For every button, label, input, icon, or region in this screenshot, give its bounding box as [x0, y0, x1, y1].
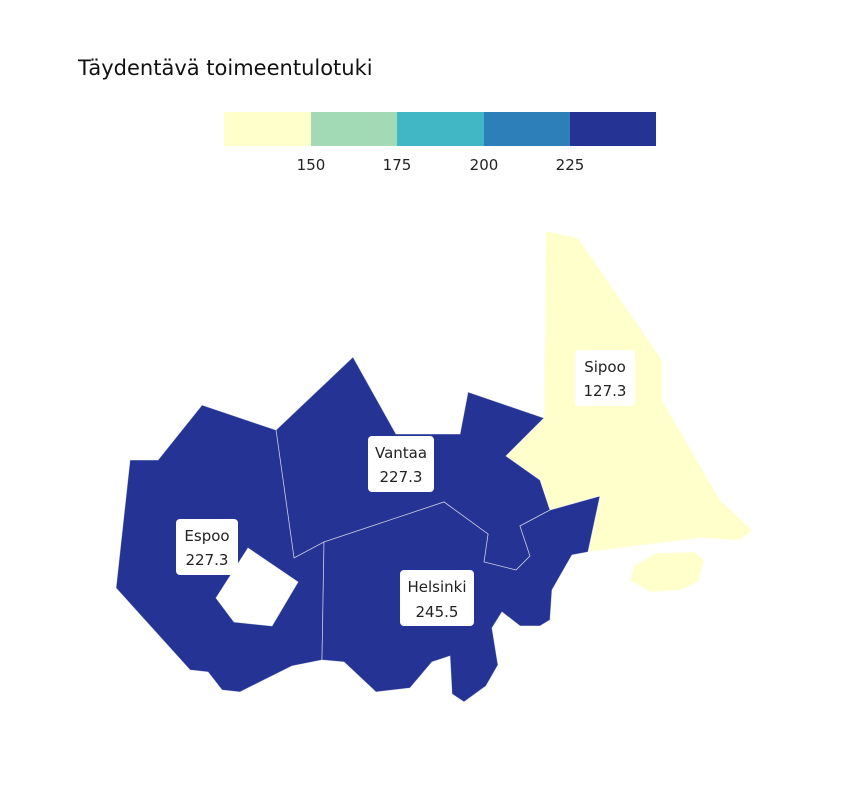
- region-name: Sipoo: [584, 358, 626, 376]
- region-value: 227.3: [186, 551, 229, 569]
- legend-swatch-5: [570, 112, 656, 146]
- legend-tick: 200: [470, 156, 499, 174]
- label-sipoo: Sipoo 127.3: [575, 350, 635, 406]
- region-value: 127.3: [584, 382, 627, 400]
- region-shape-sipoo-island[interactable]: [629, 551, 705, 593]
- legend-swatch-4: [484, 112, 570, 146]
- region-name: Espoo: [184, 527, 229, 545]
- region-name: Helsinki: [407, 578, 466, 596]
- label-vantaa: Vantaa 227.3: [368, 436, 434, 492]
- legend-tick: 150: [297, 156, 326, 174]
- region-value: 227.3: [380, 468, 423, 486]
- region-value: 245.5: [416, 603, 459, 621]
- legend-tick: 225: [556, 156, 585, 174]
- region-name: Vantaa: [375, 444, 427, 462]
- legend-swatch-2: [311, 112, 397, 146]
- legend-tick: 175: [383, 156, 412, 174]
- legend: 150 175 200 225: [224, 112, 656, 174]
- map-title: Täydentävä toimeentulotuki: [78, 56, 373, 80]
- label-helsinki: Helsinki 245.5: [400, 570, 474, 626]
- label-espoo: Espoo 227.3: [176, 519, 238, 575]
- legend-swatch-1: [224, 112, 311, 146]
- legend-swatch-3: [397, 112, 484, 146]
